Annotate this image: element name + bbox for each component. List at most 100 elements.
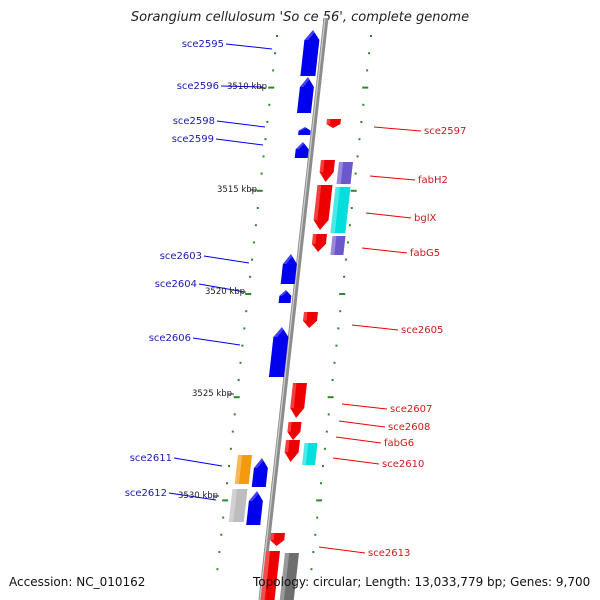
leader-sce2607 [341, 403, 388, 410]
gene-sce2603-shade [282, 254, 295, 264]
gene-label-sce2613[interactable]: sce2613 [368, 548, 410, 559]
gene-label-fabG5[interactable]: fabG5 [410, 248, 440, 259]
leader-fabG5 [361, 247, 408, 254]
scale-label-3525: 3525 kbp [192, 389, 232, 399]
leader-sce2596 [220, 85, 264, 88]
gene-sce2610-shade [302, 443, 309, 465]
gene-sce2599-shade [295, 142, 307, 150]
scale-label-3520: 3520 kbp [205, 287, 245, 297]
gene-sce2613b-gray [279, 553, 299, 600]
gene-features [228, 30, 353, 600]
gene-sce2599 [294, 142, 309, 158]
gene-sce2595 [300, 30, 320, 76]
leader-fabG6 [335, 436, 382, 444]
gene-label-fabH2[interactable]: fabH2 [418, 175, 448, 186]
map-title: Sorangium cellulosum 'So ce 56', complet… [130, 10, 470, 25]
gene-sce2597-shade [326, 119, 331, 124]
tick-marks-left [216, 35, 278, 571]
gene-label-sce2595[interactable]: sce2595 [182, 39, 224, 50]
genome-axis-highlight [259, 17, 326, 600]
accession-label: Accession: NC_010162 [9, 575, 146, 589]
gene-label-sce2606[interactable]: sce2606 [149, 333, 191, 344]
leader-sce2598 [216, 120, 266, 128]
label-leaders [168, 43, 422, 554]
topology-label: Topology: circular; Length: 13,033,779 b… [253, 575, 591, 589]
gene-label-sce2612[interactable]: sce2612 [125, 488, 167, 499]
gene-sce2597 [326, 119, 341, 128]
gene-sce2598-shade [298, 127, 308, 131]
gene-sce2582-red [319, 160, 335, 182]
tick-marks-right [310, 35, 372, 571]
gene-label-sce2599[interactable]: sce2599 [172, 134, 214, 145]
gene-sce2607 [290, 383, 307, 418]
gene-sce2611-orange-shade [234, 455, 243, 484]
gene-fabG5 [330, 236, 346, 255]
gene-label-sce2611[interactable]: sce2611 [130, 453, 172, 464]
gene-bglX-red [313, 185, 333, 230]
gene-sce2607-shade [290, 383, 297, 408]
gene-fabG6-shade [284, 440, 290, 453]
leader-sce2603 [203, 255, 250, 264]
scale-labels: 3510 kbp 3515 kbp 3520 kbp 3525 kbp 3530… [178, 82, 267, 501]
gene-sce2605 [303, 312, 318, 328]
leader-sce2597 [373, 126, 422, 132]
gene-label-fabG6[interactable]: fabG6 [384, 438, 414, 449]
gene-bglX-shade [330, 187, 340, 233]
right-gene-labels: sce2597 fabH2 bglX fabG5 sce2605 sce2607… [368, 126, 466, 559]
gene-sce2611-shade [253, 458, 266, 468]
leader-sce2605 [351, 324, 399, 331]
gene-fabG5-shade [330, 236, 337, 255]
gene-label-sce2603[interactable]: sce2603 [160, 251, 202, 262]
gene-sce2604 [278, 290, 292, 303]
gene-sce2613-shade [270, 533, 275, 541]
gene-sce2612-gray [228, 489, 248, 522]
leader-sce2608 [338, 420, 386, 428]
gene-label-sce2607[interactable]: sce2607 [390, 404, 432, 415]
gene-sce2610 [302, 443, 318, 465]
gene-fabH2 [336, 162, 353, 184]
gene-sce2613b-red [260, 551, 280, 600]
left-gene-labels: sce2595 sce2596 sce2598 sce2599 sce2603 … [125, 39, 224, 499]
gene-label-sce2608[interactable]: sce2608 [388, 422, 430, 433]
gene-label-sce2604[interactable]: sce2604 [155, 279, 197, 290]
gene-sce2582-red-shade [319, 160, 325, 173]
leader-sce2611 [173, 457, 223, 467]
scale-label-3510: 3510 kbp [227, 82, 267, 92]
gene-sce2612-shade [248, 491, 261, 501]
gene-label-sce2597[interactable]: sce2597 [424, 126, 466, 137]
gene-sce2613b-gray-shade [279, 553, 290, 600]
gene-sce2608 [287, 422, 302, 440]
gene-label-bglX[interactable]: bglX [414, 213, 436, 224]
gene-sce2608-shade [287, 422, 292, 432]
gene-sce2604-shade [279, 290, 289, 296]
gene-sce2613b-red-shade [260, 551, 271, 600]
gene-sce2606 [268, 327, 289, 377]
gene-sce2596-shade [299, 77, 312, 87]
gene-fabG5-red-shade [311, 234, 317, 244]
gene-fabG5-red [311, 234, 327, 252]
leader-sce2595 [225, 43, 273, 50]
gene-sce2595-shade [304, 30, 317, 40]
gene-bglX-red-shade [313, 185, 322, 220]
gene-sce2605-shade [303, 312, 308, 321]
gene-sce2611-orange [234, 455, 252, 484]
gene-label-sce2598[interactable]: sce2598 [173, 116, 215, 127]
leader-sce2606 [192, 337, 241, 346]
gene-sce2598 [298, 127, 311, 135]
gene-sce2606-shade [273, 327, 286, 337]
leader-sce2599 [215, 138, 264, 146]
gene-label-sce2596[interactable]: sce2596 [177, 81, 219, 92]
leader-sce2612 [168, 492, 217, 501]
gene-label-sce2610[interactable]: sce2610 [382, 459, 424, 470]
scale-label-3530: 3530 kbp [178, 491, 218, 501]
leader-sce2610 [332, 457, 380, 465]
gene-label-sce2605[interactable]: sce2605 [401, 325, 443, 336]
leader-sce2604 [198, 283, 246, 293]
scale-label-3515: 3515 kbp [217, 185, 257, 195]
leader-bglX [365, 212, 412, 219]
gene-fabH2-shade [336, 162, 344, 184]
gene-bglX [330, 187, 351, 233]
leader-sce2613 [318, 546, 366, 554]
